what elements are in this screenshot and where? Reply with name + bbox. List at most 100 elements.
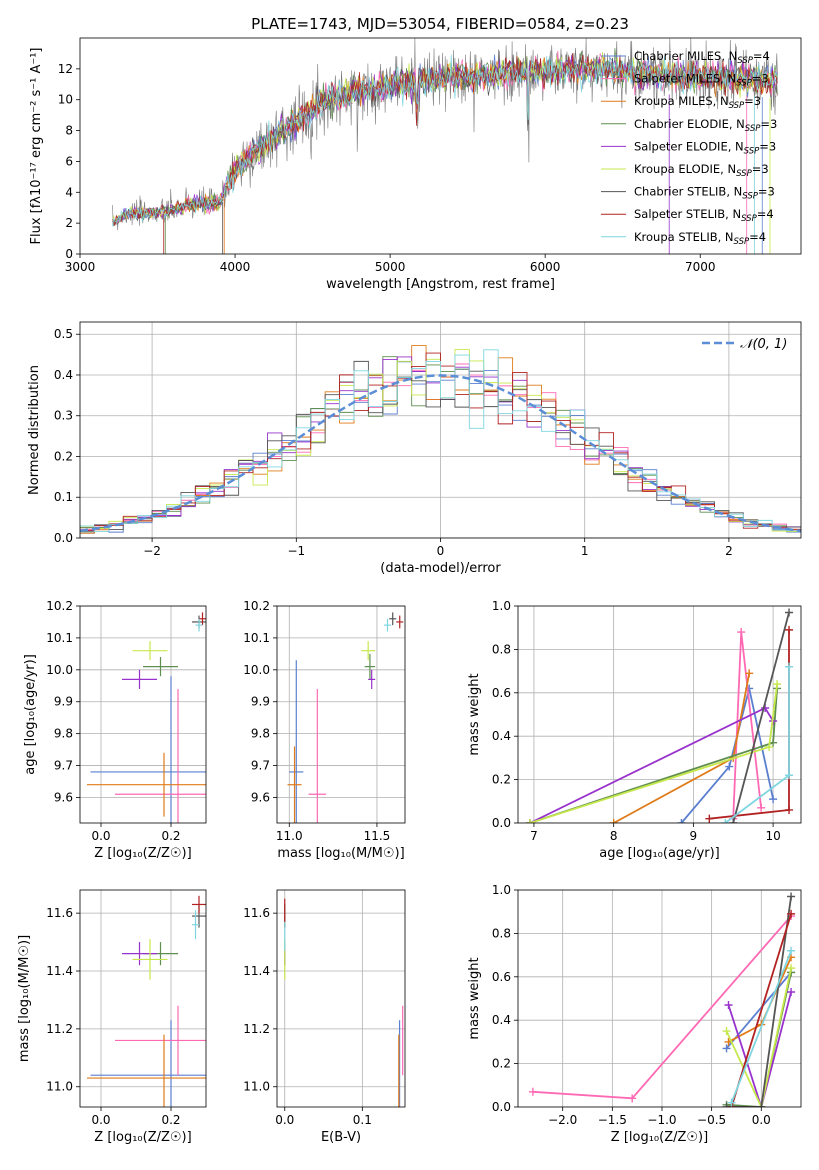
plot-area — [80, 322, 801, 538]
weight-marker — [729, 819, 738, 823]
x-tick-label: 0.0 — [752, 1113, 771, 1127]
axes-frame — [276, 889, 406, 1108]
y-tick-label: 11.0 — [243, 1080, 270, 1094]
weight-marker — [609, 819, 618, 823]
weight-marker — [785, 625, 794, 634]
y-axis-label: mass [log₁₀(M/M☉)] — [17, 935, 32, 1062]
x-tick-label: −1 — [287, 544, 305, 558]
x-tick-label: −2 — [143, 544, 161, 558]
axes-frame — [79, 889, 207, 1108]
x-tick-label: 6000 — [530, 260, 561, 274]
y-tick-label: 9.9 — [54, 695, 73, 709]
legend: 𝒩(0, 1) — [702, 337, 787, 352]
legend-label: Kroupa ELODIE, NSSP=3 — [634, 162, 769, 179]
weight-marker — [757, 1103, 766, 1107]
x-tick-label: 0.0 — [275, 1113, 294, 1127]
y-tick-label: 11.0 — [46, 1080, 73, 1094]
y-tick-label: 11.4 — [243, 964, 270, 978]
y-tick-label: 0.5 — [54, 327, 73, 341]
weight-marker — [525, 819, 534, 823]
legend-label: Salpeter ELODIE, NSSP=3 — [634, 139, 776, 156]
y-tick-label: 10.0 — [46, 663, 73, 677]
subplot-5: 7 8 9 10 0.0 0.2 0.4 0.6 0.8 1.0 age [log₁₀(age/yr… — [467, 599, 802, 861]
weight-series-5 — [727, 991, 792, 1107]
x-tick-label: 10 — [765, 829, 780, 843]
plot-area — [518, 890, 801, 1107]
weight-marker — [725, 762, 734, 771]
x-tick-label: 3000 — [65, 260, 96, 274]
x-tick-label: 0.0 — [91, 829, 110, 843]
y-tick-label: 1.0 — [492, 883, 511, 897]
x-tick-label: 0 — [437, 544, 445, 558]
x-axis-label: E(B-V) — [321, 1130, 361, 1145]
y-tick-label: 0.0 — [492, 816, 511, 830]
y-tick-label: 6 — [65, 154, 73, 168]
x-tick-label: 4000 — [220, 260, 251, 274]
weight-marker — [769, 795, 778, 804]
plot-layer: 3000 4000 5000 6000 7000024681012wavelength … — [17, 37, 802, 1145]
weight-marker — [721, 819, 730, 823]
plot-area — [80, 890, 206, 1107]
subplot-8: −2.0 −1.5 −1.0 −0.5 0.0 0.0 0.2 0.4 0.6 0.8 1.0 Z [… — [467, 883, 802, 1145]
plot-area — [277, 890, 405, 1107]
y-tick-label: 0.2 — [54, 449, 73, 463]
weight-series-2 — [725, 971, 792, 1049]
axes-frame — [517, 889, 802, 1108]
x-tick-label: 5000 — [375, 260, 406, 274]
x-tick-label: −2.0 — [548, 1113, 577, 1127]
x-tick-label: −0.5 — [697, 1113, 726, 1127]
model-spectrum-8 — [112, 53, 778, 226]
x-axis-label: (data-model)/error — [380, 561, 501, 576]
legend-label: 𝒩(0, 1) — [740, 337, 787, 352]
x-axis-label: Z [log₁₀(Z/Z☉)] — [94, 846, 191, 861]
subplot-7: 0.0 0.1 11.0 11.2 11.4 11.6 E(B-V) — [243, 889, 406, 1145]
y-tick-label: 8 — [65, 124, 73, 138]
axes-frame — [79, 605, 207, 824]
y-tick-label: 0.1 — [54, 490, 73, 504]
y-tick-label: 0.0 — [492, 1100, 511, 1114]
axes-frame — [517, 605, 802, 824]
weight-marker — [705, 814, 714, 823]
plot-area — [112, 38, 778, 254]
subplot-2: −2 −1 0 1 2 0.0 0.1 0.2 0.3 0.4 0.5 (data-model)/er… — [27, 321, 802, 576]
y-tick-label: 0.2 — [492, 773, 511, 787]
x-tick-label: 0.2 — [161, 1113, 180, 1127]
weight-marker — [787, 946, 796, 955]
y-tick-label: 0.0 — [54, 531, 73, 545]
y-tick-label: 11.4 — [46, 964, 73, 978]
x-tick-label: 0.2 — [161, 829, 180, 843]
y-tick-label: 9.7 — [54, 759, 73, 773]
weight-series-8 — [730, 913, 792, 1107]
model-spectrum-9 — [112, 54, 778, 227]
weight-marker — [785, 608, 794, 617]
y-tick-label: 1.0 — [492, 599, 511, 613]
weight-marker — [785, 662, 794, 671]
x-tick-label: 0.0 — [91, 1113, 110, 1127]
weight-marker — [722, 1027, 731, 1036]
x-tick-label: 2 — [725, 544, 733, 558]
x-axis-label: wavelength [Angstrom, rest frame] — [326, 277, 555, 292]
legend-label: Chabrier MILES, NSSP=4 — [634, 49, 770, 66]
x-axis-label: Z [log₁₀(Z/Z☉)] — [94, 1130, 191, 1145]
y-tick-label: 9.6 — [251, 790, 270, 804]
subplot-4: 11.0 11.5 9.6 9.7 9.8 9.9 10.0 10.1 10.2 mass [lo… — [243, 599, 406, 861]
subplot-3: 0.0 0.2 9.6 9.7 9.8 9.9 10.0 10.1 10.2 Z [log₁₀(Z… — [23, 599, 207, 861]
weight-marker — [757, 803, 766, 812]
weight-marker — [628, 1094, 637, 1103]
weight-marker — [737, 628, 746, 637]
legend-label: Chabrier ELODIE, NSSP=3 — [634, 117, 777, 134]
x-tick-label: 7 — [530, 829, 538, 843]
x-tick-label: 11.5 — [364, 829, 391, 843]
y-axis-label: age [log₁₀(age/yr)] — [23, 654, 38, 775]
y-tick-label: 9.9 — [251, 695, 270, 709]
y-tick-label: 10.1 — [46, 631, 73, 645]
weight-marker — [677, 819, 686, 823]
weight-series-7 — [732, 612, 790, 823]
y-tick-label: 0.6 — [492, 970, 511, 984]
axes-frame — [276, 605, 406, 824]
gaussian-curve — [80, 374, 801, 533]
y-axis-label: Normed distribution — [27, 365, 42, 495]
y-tick-label: 10.0 — [243, 663, 270, 677]
legend-label: Salpeter MILES, NSSP=3 — [634, 72, 769, 89]
